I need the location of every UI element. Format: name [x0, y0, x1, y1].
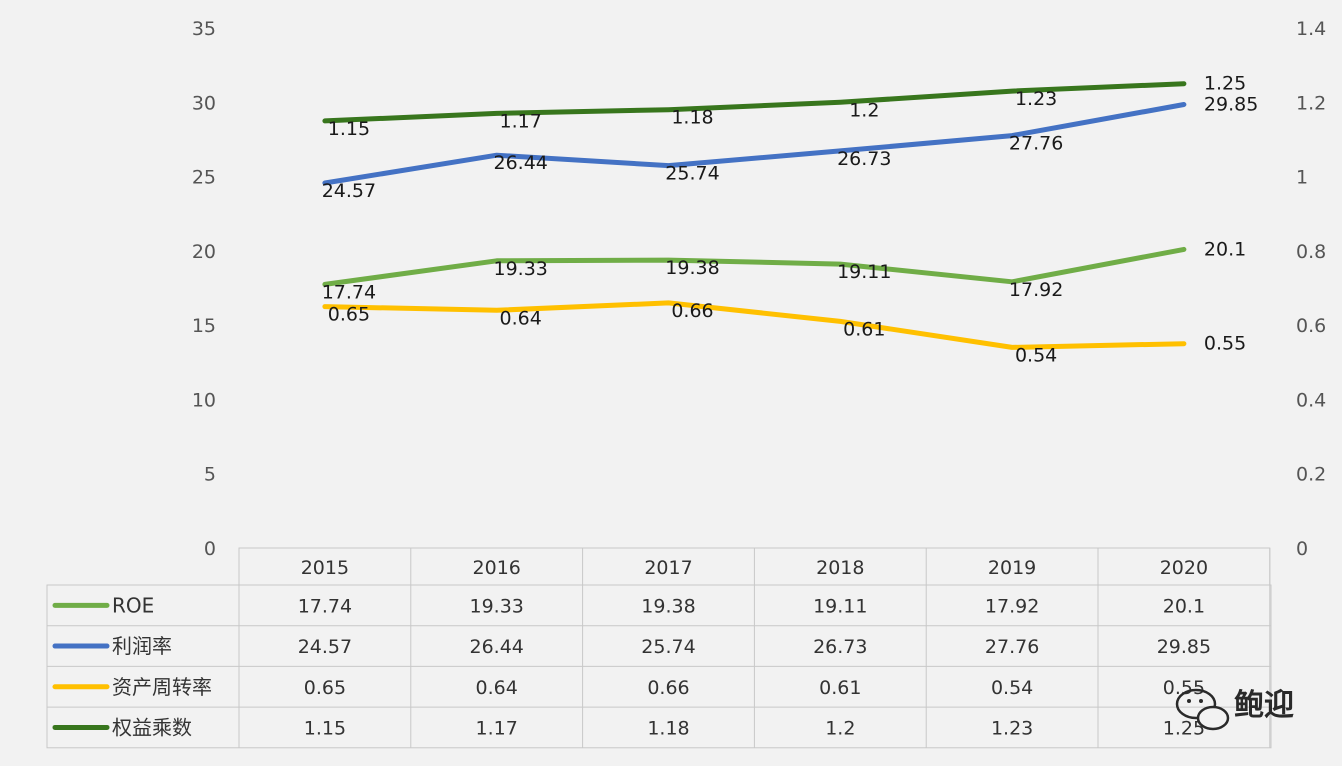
watermark-text: 鲍迎	[1234, 688, 1294, 723]
left-axis-tick: 30	[192, 92, 216, 114]
table-cell: 0.54	[991, 677, 1033, 699]
left-axis-tick: 35	[192, 18, 216, 40]
table-cell: 25.74	[641, 636, 695, 658]
data-label: 19.11	[837, 261, 891, 283]
table-cell: 19.11	[813, 595, 867, 617]
table-header-year: 2018	[816, 557, 864, 579]
left-axis-tick: 25	[192, 167, 216, 189]
table-cell: 1.15	[304, 717, 346, 739]
left-axis-tick: 20	[192, 241, 216, 263]
wechat-bubble-icon	[1175, 688, 1230, 731]
table-cell: 17.74	[298, 595, 352, 617]
table-cell: 0.65	[304, 677, 346, 699]
data-label: 17.74	[322, 281, 376, 303]
right-axis-tick: 0.6	[1296, 315, 1326, 337]
table-cell: 1.18	[647, 717, 689, 739]
watermark: 鲍迎	[1175, 688, 1294, 731]
legend-series-name: 利润率	[112, 634, 172, 658]
series-line	[322, 81, 1187, 124]
data-label: 26.44	[493, 152, 547, 174]
data-label: 0.66	[671, 300, 713, 322]
table-header-year: 2016	[473, 557, 521, 579]
data-label: 27.76	[1009, 133, 1063, 155]
table-header-year: 2017	[644, 557, 692, 579]
data-label: 25.74	[665, 163, 719, 185]
series-line	[322, 300, 1187, 350]
table-cell: 1.17	[476, 717, 518, 739]
data-label: 0.64	[500, 307, 542, 329]
left-axis-tick: 10	[192, 389, 216, 411]
series-lines	[322, 81, 1187, 350]
data-labels: 17.74 19.33 19.38 19.11 17.92 20.1 24.57 26.44 2…	[322, 73, 1259, 367]
table-cell: 27.76	[985, 636, 1039, 658]
legend-series-name: ROE	[112, 593, 154, 617]
right-axis-tick: 1.2	[1296, 92, 1326, 114]
data-label: 26.73	[837, 148, 891, 170]
left-axis-tick: 0	[204, 538, 216, 560]
table-cell: 0.61	[819, 677, 861, 699]
table-cell: 0.64	[476, 677, 518, 699]
table-cell: 26.44	[469, 636, 523, 658]
left-axis-tick: 15	[192, 315, 216, 337]
right-axis-tick: 0	[1296, 538, 1308, 560]
legend-series-name: 资产周转率	[112, 675, 212, 699]
left-axis: 0 5 10 15 20 25 30 35	[192, 18, 216, 560]
table-cell: 24.57	[298, 636, 352, 658]
data-label: 1.25	[1204, 73, 1246, 95]
table-cell: 29.85	[1157, 636, 1211, 658]
data-label: 0.54	[1015, 344, 1057, 366]
series-line	[322, 246, 1187, 287]
right-axis-tick: 0.2	[1296, 464, 1326, 486]
data-label: 1.17	[500, 110, 542, 132]
right-axis-tick: 1.4	[1296, 18, 1326, 40]
data-label: 0.61	[843, 318, 885, 340]
table-header-year: 2019	[988, 557, 1036, 579]
right-axis-tick: 0.8	[1296, 241, 1326, 263]
data-label: 1.23	[1015, 88, 1057, 110]
data-label: 1.2	[849, 99, 879, 121]
data-label: 1.18	[671, 107, 713, 129]
data-label: 0.55	[1204, 333, 1246, 355]
series-line	[322, 102, 1187, 186]
data-label: 19.33	[493, 258, 547, 280]
table-cell: 17.92	[985, 595, 1039, 617]
table-header-year: 2015	[301, 557, 349, 579]
data-label: 24.57	[322, 180, 376, 202]
table-header-year: 2020	[1160, 557, 1208, 579]
table-cell: 0.66	[647, 677, 689, 699]
data-label: 1.15	[328, 118, 370, 140]
table-cell: 26.73	[813, 636, 867, 658]
data-label: 0.65	[328, 304, 370, 326]
data-label: 20.1	[1204, 238, 1246, 260]
table-cell: 1.2	[825, 717, 855, 739]
data-label: 29.85	[1204, 94, 1258, 116]
data-label: 19.38	[665, 257, 719, 279]
right-axis-tick: 1	[1296, 167, 1308, 189]
table-cell: 19.33	[469, 595, 523, 617]
data-label: 17.92	[1009, 279, 1063, 301]
table-cell: 1.25	[1163, 717, 1205, 739]
table-cell: 0.55	[1163, 677, 1205, 699]
left-axis-tick: 5	[204, 464, 216, 486]
table-cell: 20.1	[1163, 595, 1205, 617]
data-table: 2015 2016 2017 2018 2019 2020 ROE 17.74 19.33 19.…	[46, 547, 1272, 749]
table-cell: 1.23	[991, 717, 1033, 739]
right-axis: 0 0.2 0.4 0.6 0.8 1 1.2 1.4	[1296, 18, 1326, 560]
legend-series-name: 权益乘数	[112, 715, 192, 739]
right-axis-tick: 0.4	[1296, 389, 1326, 411]
table-cell: 19.38	[641, 595, 695, 617]
